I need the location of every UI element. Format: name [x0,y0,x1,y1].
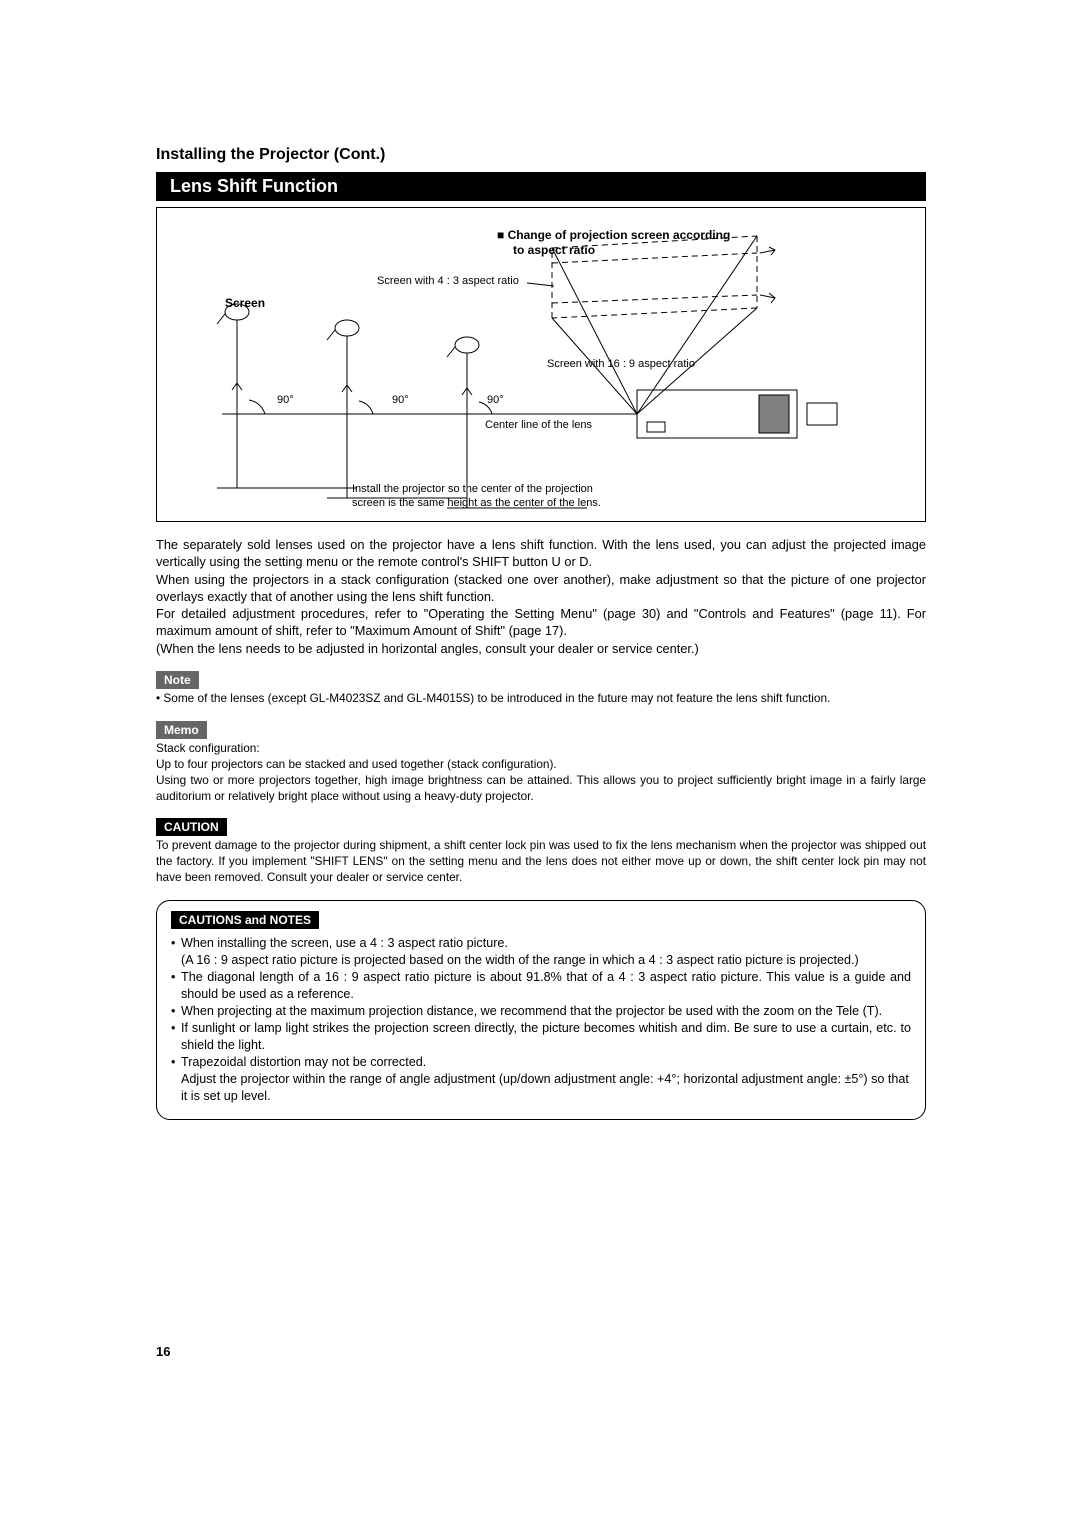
diagram-title-l2: to aspect ratio [513,243,595,257]
screen-label: Screen [225,296,265,310]
page-number: 16 [156,1344,170,1359]
cn-i1: When installing the screen, use a 4 : 3 … [181,935,911,952]
angle-1: 90° [277,394,294,406]
cn-i1b: (A 16 : 9 aspect ratio picture is projec… [171,952,911,969]
memo-block: Stack configuration: Up to four projecto… [156,741,926,805]
page-content: Installing the Projector (Cont.) Lens Sh… [156,146,926,1120]
label-169: Screen with 16 : 9 aspect ratio [547,358,695,370]
body-paragraphs: The separately sold lenses used on the p… [156,536,926,657]
note-tag: Note [156,671,199,689]
page-title: Installing the Projector (Cont.) [156,146,926,164]
label-43: Screen with 4 : 3 aspect ratio [377,275,519,287]
angle-2: 90° [392,394,409,406]
center-line-label: Center line of the lens [485,419,592,431]
cn-i5b: Adjust the projector within the range of… [171,1071,911,1105]
cautions-notes-tag: CAUTIONS and NOTES [171,911,319,929]
cn-i2: The diagonal length of a 16 : 9 aspect r… [181,969,911,1003]
angle-3: 90° [487,394,504,406]
section-header: Lens Shift Function [156,172,926,201]
memo-l2: Up to four projectors can be stacked and… [156,757,926,773]
memo-l1: Stack configuration: [156,741,926,757]
cn-i5: Trapezoidal distortion may not be correc… [181,1054,911,1071]
cautions-list: •When installing the screen, use a 4 : 3… [171,935,911,1105]
install-note-l2: screen is the same height as the center … [352,497,601,509]
body-p2: When using the projectors in a stack con… [156,571,926,606]
note-text: • Some of the lenses (except GL-M4023SZ … [156,691,926,707]
cautions-notes-box: CAUTIONS and NOTES •When installing the … [156,900,926,1120]
install-note-l1: Install the projector so the center of t… [352,483,593,495]
body-p1: The separately sold lenses used on the p… [156,536,926,571]
body-p4: (When the lens needs to be adjusted in h… [156,640,926,657]
body-p3: For detailed adjustment procedures, refe… [156,605,926,640]
memo-tag: Memo [156,721,207,739]
caution-text: To prevent damage to the projector durin… [156,838,926,886]
memo-l3: Using two or more projectors together, h… [156,773,926,805]
cn-i4: If sunlight or lamp light strikes the pr… [181,1020,911,1054]
lens-shift-diagram: ■ Change of projection screen according … [156,207,926,522]
cn-i3: When projecting at the maximum projectio… [181,1003,911,1020]
caution-tag: CAUTION [156,818,227,836]
diagram-title-l1: ■ Change of projection screen according [497,228,730,242]
